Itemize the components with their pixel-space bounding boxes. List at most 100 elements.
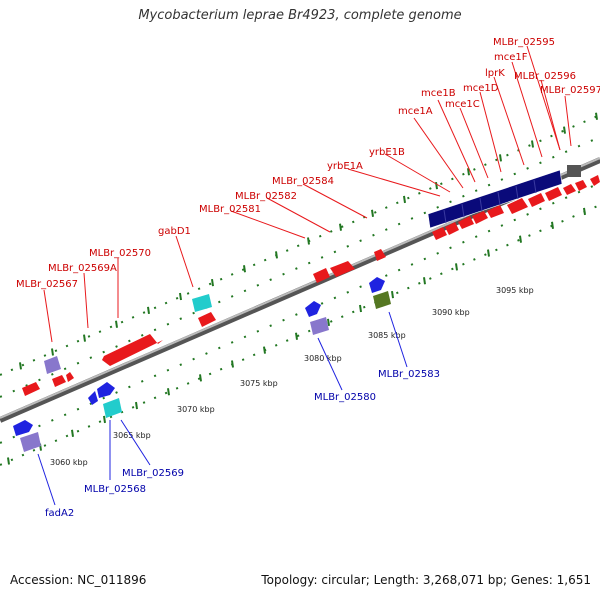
gene-mlbr02581[interactable] <box>313 268 330 283</box>
scale-tick <box>135 401 138 410</box>
forward-tick <box>115 320 118 328</box>
scale-label-3065: 3065 kbp <box>113 431 151 440</box>
gene-lavender-top[interactable] <box>44 356 61 374</box>
label-mce1d[interactable]: mce1D <box>463 83 499 94</box>
gene-mlbr02568[interactable] <box>88 391 98 405</box>
genome-summary-text: Topology: circular; Length: 3,268,071 bp… <box>261 573 591 587</box>
scale-tick <box>295 332 298 340</box>
gene-mlbr02568b[interactable] <box>97 382 115 398</box>
scale-tick <box>327 318 330 327</box>
label-mlbr02567[interactable]: MLBr_02567 <box>16 279 78 290</box>
forward-tick <box>179 292 182 301</box>
gene-mlbr02584[interactable] <box>374 249 386 261</box>
forward-tick <box>371 209 374 217</box>
label-mlbr02568[interactable]: MLBr_02568 <box>84 484 146 495</box>
scale-tick <box>583 207 586 216</box>
reverse-track-inner <box>0 182 600 444</box>
reverse-track-outer <box>0 204 600 466</box>
scale-tick <box>167 388 170 396</box>
scale-ticks <box>7 112 598 465</box>
gene-lprk[interactable] <box>528 193 545 207</box>
scale-tick <box>359 304 362 313</box>
label-mlbr02583[interactable]: MLBr_02583 <box>378 369 440 380</box>
gene-mlbr02570[interactable] <box>102 334 163 366</box>
gene-mlbr02596[interactable] <box>575 180 587 191</box>
forward-tick <box>563 126 566 134</box>
gene-gray[interactable] <box>567 165 581 177</box>
label-mlbr02584[interactable]: MLBr_02584 <box>272 176 334 187</box>
label-yrbe1a[interactable]: yrbE1A <box>327 161 363 172</box>
gene-mce1c[interactable] <box>487 205 504 218</box>
label-mce1c[interactable]: mce1C <box>445 99 480 110</box>
gene-mlbr02597[interactable] <box>590 175 600 186</box>
scale-tick <box>231 360 234 368</box>
forward-tick <box>19 362 22 370</box>
scale-label-3075: 3075 kbp <box>240 379 278 388</box>
gene-mlbr02583[interactable] <box>373 291 391 309</box>
forward-tick <box>211 278 214 287</box>
scale-label-3095: 3095 kbp <box>496 286 534 295</box>
scale-label-3090: 3090 kbp <box>432 308 470 317</box>
forward-tick <box>243 265 246 273</box>
label-mlbr02570[interactable]: MLBr_02570 <box>89 248 151 259</box>
reverse-leader-lines <box>37 311 408 506</box>
gene-mce1b[interactable] <box>472 211 488 224</box>
gene-mlbr02580[interactable] <box>310 317 329 335</box>
label-yrbe1b[interactable]: yrbE1B <box>369 147 405 158</box>
label-mlbr02595[interactable]: MLBr_02595 <box>493 37 555 48</box>
label-mlbr02581[interactable]: MLBr_02581 <box>199 204 261 215</box>
scale-tick <box>455 263 458 271</box>
gene-gabd1[interactable] <box>198 312 216 327</box>
label-gabd1[interactable]: gabD1 <box>158 226 191 237</box>
gene-mlbr02569a[interactable] <box>52 375 66 387</box>
gene-small-arrow[interactable] <box>66 372 74 382</box>
forward-tick <box>595 112 598 120</box>
label-mce1a[interactable]: mce1A <box>398 106 433 117</box>
reverse-genes <box>13 277 391 452</box>
mce-operon-block[interactable] <box>427 169 563 229</box>
gene-yrbe1b[interactable] <box>445 222 459 235</box>
forward-tick <box>307 237 310 245</box>
gene-mce1d[interactable] <box>507 198 528 214</box>
gene-mlbr02580-top[interactable] <box>305 301 321 317</box>
scale-label-3085: 3085 kbp <box>368 331 406 340</box>
gene-mlbr02567[interactable] <box>22 382 40 396</box>
gene-mce1f[interactable] <box>545 187 562 201</box>
forward-tick <box>403 195 406 204</box>
scale-tick <box>487 249 490 257</box>
accession-text: Accession: NC_011896 <box>10 573 147 587</box>
label-mce1b[interactable]: mce1B <box>421 88 456 99</box>
forward-labels: MLBr_02567 MLBr_02569A MLBr_02570 gabD1 … <box>16 37 600 290</box>
gene-yrbe1a[interactable] <box>432 227 447 240</box>
gene-mlbr02595[interactable] <box>563 184 576 195</box>
forward-genes <box>22 175 600 396</box>
label-mce1f[interactable]: mce1F <box>494 52 528 63</box>
forward-tick <box>531 140 534 148</box>
label-mlbr02569a[interactable]: MLBr_02569A <box>48 263 117 274</box>
forward-tick <box>83 334 86 342</box>
gene-mlbr02583-top[interactable] <box>369 277 385 293</box>
scale-tick <box>263 346 266 354</box>
gene-gabd1-cyan[interactable] <box>192 294 212 312</box>
scale-label-3060: 3060 kbp <box>50 458 88 467</box>
forward-track-outer <box>0 114 600 376</box>
scale-tick <box>7 457 10 465</box>
label-mlbr02597[interactable]: MLBr_02597 <box>540 85 600 96</box>
label-mlbr02580[interactable]: MLBr_02580 <box>314 392 376 403</box>
gene-fada2[interactable] <box>13 420 33 436</box>
gene-mce1a[interactable] <box>458 216 474 229</box>
forward-tick <box>51 348 54 356</box>
label-mlbr02569[interactable]: MLBr_02569 <box>122 468 184 479</box>
gene-mlbr02569[interactable] <box>103 398 122 418</box>
scale-tick <box>391 291 394 299</box>
label-mlbr02582[interactable]: MLBr_02582 <box>235 191 297 202</box>
gene-fada2-box[interactable] <box>20 432 41 452</box>
scale-tick <box>551 221 554 229</box>
label-mlbr02596[interactable]: MLBr_02596 <box>514 71 576 82</box>
map-title: Mycobacterium leprae Br4923, complete ge… <box>138 8 462 23</box>
label-fada2[interactable]: fadA2 <box>45 508 74 519</box>
label-lprk[interactable]: lprK <box>485 68 505 79</box>
forward-tick <box>499 154 502 162</box>
gene-mlbr02582[interactable] <box>330 261 355 277</box>
